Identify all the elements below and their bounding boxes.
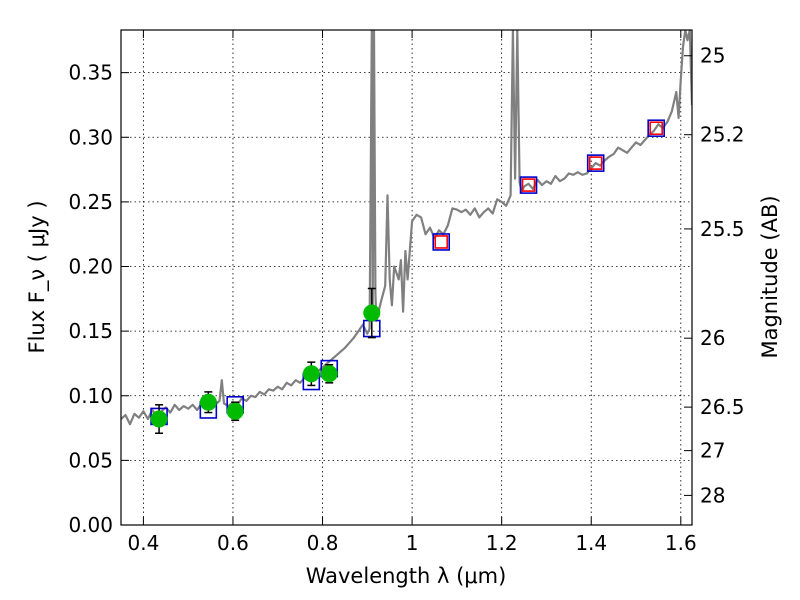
marker-layer bbox=[150, 119, 665, 434]
y-tick-label: 0.00 bbox=[68, 513, 113, 537]
observed-flux-point bbox=[199, 393, 217, 411]
model-photometry-point bbox=[519, 176, 538, 194]
y-tick-label: 0.20 bbox=[68, 255, 113, 279]
observed-flux-point bbox=[320, 365, 338, 383]
x-tick-label: 0.8 bbox=[307, 531, 339, 555]
axis-tick-labels: 0.4 0.6 0.8 1 1.2 1.4 1.6 0.00 0.05 0.10 0.15 0.20 0… bbox=[68, 44, 744, 555]
y-tick-label: 0.35 bbox=[68, 61, 113, 85]
observed-ir-point bbox=[649, 121, 663, 136]
x-tick-label: 1.4 bbox=[575, 531, 607, 555]
y-tick-label: 0.10 bbox=[68, 384, 113, 408]
observed-flux-point bbox=[363, 304, 381, 322]
y-tick-label: 0.25 bbox=[68, 190, 113, 214]
y-tick-label: 0.30 bbox=[68, 125, 113, 149]
observed-flux-point bbox=[150, 410, 168, 428]
mag-tick-label: 26.5 bbox=[700, 395, 745, 419]
grid-lines bbox=[121, 30, 692, 526]
observed-flux-point bbox=[226, 402, 244, 420]
model-photometry-point bbox=[647, 119, 665, 138]
x-axis-label: Wavelength λ (μm) bbox=[306, 564, 507, 588]
mag-tick-label: 28 bbox=[700, 483, 725, 507]
y-tick-label: 0.05 bbox=[68, 448, 113, 472]
mag-tick-label: 25.5 bbox=[700, 217, 745, 241]
observed-ir-point bbox=[521, 178, 536, 192]
x-tick-label: 0.4 bbox=[127, 531, 159, 555]
observed-ir-point bbox=[588, 156, 603, 170]
model-photometry-point bbox=[586, 154, 605, 172]
mag-tick-label: 26 bbox=[700, 326, 725, 350]
observed-ir-point bbox=[434, 235, 449, 249]
model-photometry-point bbox=[432, 233, 451, 251]
y-tick-label: 0.15 bbox=[68, 319, 113, 343]
y-axis-label: Flux F_ν ( μJy ) bbox=[25, 200, 50, 353]
mag-tick-label: 25.2 bbox=[700, 123, 745, 147]
x-tick-label: 1.6 bbox=[665, 531, 697, 555]
axis-ticks bbox=[121, 30, 692, 526]
x-tick-label: 1 bbox=[406, 531, 419, 555]
mag-tick-label: 25 bbox=[700, 44, 725, 68]
x-tick-label: 0.6 bbox=[217, 531, 249, 555]
mag-tick-label: 27 bbox=[700, 439, 725, 463]
observed-flux-point bbox=[302, 365, 320, 383]
x-tick-label: 1.2 bbox=[486, 531, 518, 555]
plot-frame bbox=[120, 29, 693, 526]
y-axis-right-label: Magnitude (AB) bbox=[758, 195, 782, 358]
